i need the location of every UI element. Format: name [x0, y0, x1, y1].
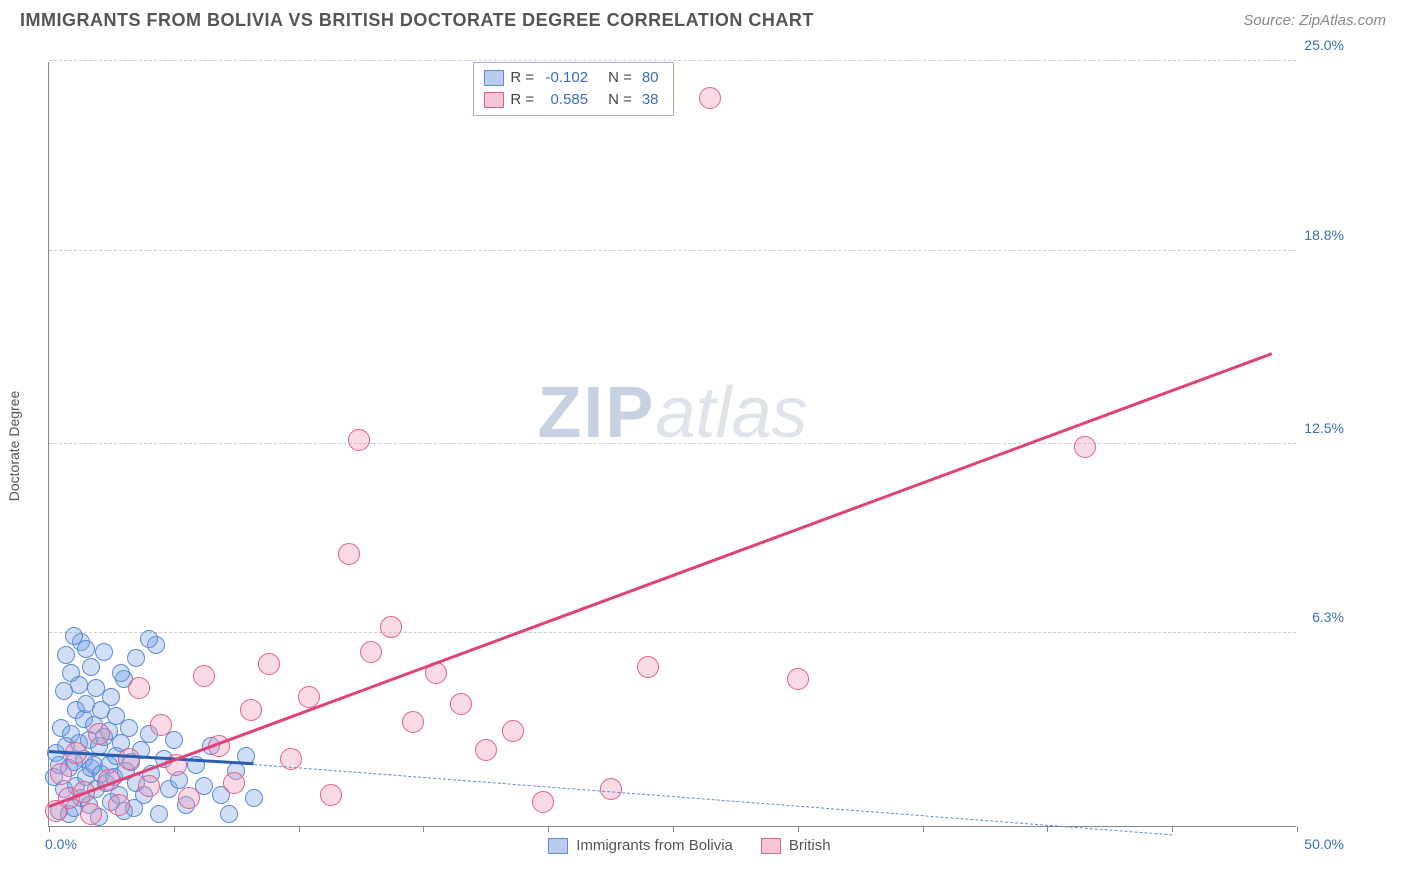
scatter-point-british: [502, 720, 524, 742]
scatter-point-bolivia: [70, 676, 88, 694]
legend-label: Immigrants from Bolivia: [576, 837, 733, 854]
x-tick: [923, 826, 924, 832]
legend-swatch: [548, 838, 568, 854]
y-tick-label: 6.3%: [1300, 609, 1344, 625]
scatter-point-british: [258, 653, 280, 675]
scatter-point-british: [1074, 436, 1096, 458]
scatter-point-british: [348, 429, 370, 451]
x-tick: [673, 826, 674, 832]
stat-N: 80: [638, 67, 663, 89]
scatter-point-bolivia: [112, 664, 130, 682]
scatter-point-british: [128, 677, 150, 699]
scatter-point-british: [80, 803, 102, 825]
scatter-point-british: [338, 543, 360, 565]
scatter-point-bolivia: [127, 649, 145, 667]
legend-swatch: [484, 70, 504, 86]
scatter-point-british: [138, 775, 160, 797]
scatter-point-bolivia: [95, 643, 113, 661]
scatter-point-british: [360, 641, 382, 663]
x-tick: [1297, 826, 1298, 832]
legend: Immigrants from Bolivia British: [548, 837, 830, 854]
plot-region: ZIPatlas 6.3%12.5%18.8%25.0%0.0%50.0%R =…: [48, 62, 1296, 827]
scatter-point-british: [193, 665, 215, 687]
stats-box: R =-0.102N =80R =0.585N =38: [473, 62, 673, 116]
scatter-point-bolivia: [140, 630, 158, 648]
scatter-point-british: [320, 784, 342, 806]
y-tick-label: 18.8%: [1300, 227, 1344, 243]
gridline: [49, 443, 1296, 444]
gridline: [49, 250, 1296, 251]
scatter-point-british: [223, 772, 245, 794]
scatter-point-british: [150, 714, 172, 736]
chart-title: IMMIGRANTS FROM BOLIVIA VS BRITISH DOCTO…: [20, 10, 814, 31]
x-tick: [299, 826, 300, 832]
scatter-point-british: [50, 763, 72, 785]
y-tick-label: 25.0%: [1300, 37, 1344, 53]
scatter-point-bolivia: [77, 640, 95, 658]
scatter-point-bolivia: [220, 805, 238, 823]
scatter-point-bolivia: [102, 688, 120, 706]
legend-swatch: [484, 92, 504, 108]
gridline: [49, 60, 1296, 61]
stat-R: -0.102: [540, 67, 592, 89]
y-axis-label: Doctorate Degree: [6, 391, 22, 502]
scatter-point-bolivia: [150, 805, 168, 823]
scatter-point-bolivia: [245, 789, 263, 807]
legend-label: British: [789, 837, 831, 854]
legend-swatch: [761, 838, 781, 854]
scatter-point-british: [787, 668, 809, 690]
x-tick-label-right: 50.0%: [1304, 836, 1344, 852]
scatter-point-british: [600, 778, 622, 800]
x-tick: [548, 826, 549, 832]
scatter-point-british: [380, 616, 402, 638]
scatter-point-british: [178, 787, 200, 809]
x-tick: [49, 826, 50, 832]
scatter-point-british: [532, 791, 554, 813]
x-tick: [174, 826, 175, 832]
x-tick: [1047, 826, 1048, 832]
scatter-point-british: [402, 711, 424, 733]
scatter-point-british: [240, 699, 262, 721]
stat-N: 38: [638, 89, 663, 111]
scatter-point-british: [88, 723, 110, 745]
x-tick: [423, 826, 424, 832]
stats-row: R =0.585N =38: [484, 89, 662, 111]
scatter-point-british: [450, 693, 472, 715]
x-tick: [798, 826, 799, 832]
y-tick-label: 12.5%: [1300, 420, 1344, 436]
scatter-point-british: [118, 748, 140, 770]
scatter-point-bolivia: [82, 658, 100, 676]
legend-item: British: [761, 837, 831, 854]
scatter-point-british: [108, 794, 130, 816]
scatter-point-british: [475, 739, 497, 761]
stat-R: 0.585: [540, 89, 592, 111]
source-attribution: Source: ZipAtlas.com: [1243, 12, 1386, 29]
x-tick-label-left: 0.0%: [45, 836, 77, 852]
scatter-point-bolivia: [120, 719, 138, 737]
chart-area: ZIPatlas 6.3%12.5%18.8%25.0%0.0%50.0%R =…: [48, 62, 1338, 827]
trend-line: [254, 764, 1173, 835]
x-tick: [1172, 826, 1173, 832]
gridline: [49, 632, 1296, 633]
scatter-point-bolivia: [57, 646, 75, 664]
stats-row: R =-0.102N =80: [484, 67, 662, 89]
scatter-point-british: [637, 656, 659, 678]
legend-item: Immigrants from Bolivia: [548, 837, 733, 854]
scatter-point-british: [699, 87, 721, 109]
